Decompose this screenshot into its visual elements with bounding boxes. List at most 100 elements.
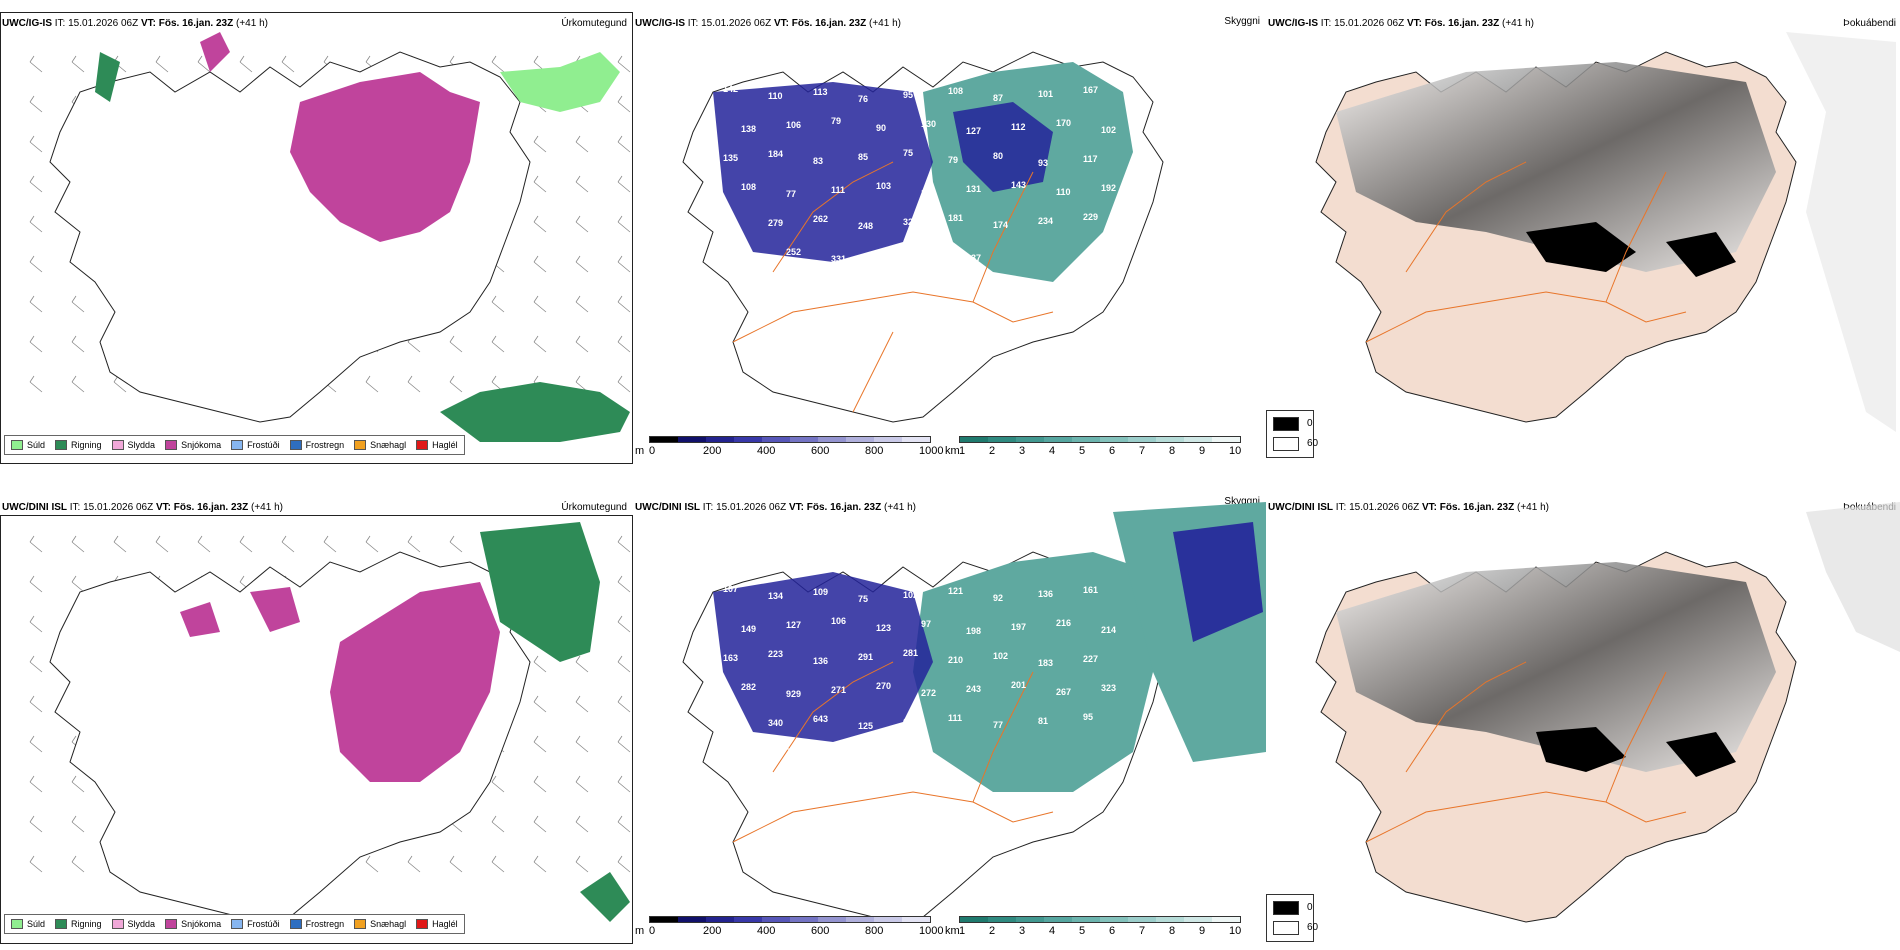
cloud-panel-top: UWC/IG-IS IT: 15.01.2026 06Z VT: Fös. 16… (633, 12, 1266, 464)
scale-colorbar (649, 436, 931, 443)
wind-barb (575, 295, 589, 313)
panel-title: UWC/IG-IS IT: 15.01.2026 06Z VT: Fös. 16… (1268, 18, 1534, 29)
wind-barb (281, 55, 295, 73)
cloud-base-value: 108 (741, 182, 756, 192)
legend-swatch (11, 440, 23, 450)
cloud-base-value: 229 (1083, 212, 1098, 222)
legend-label: Haglél (432, 440, 458, 450)
scale-tick: 5 (1079, 925, 1086, 937)
cloud-base-value: 262 (813, 214, 828, 224)
legend-label: Slydda (127, 440, 156, 450)
cloud-base-value: 80 (993, 151, 1003, 161)
cloud-base-value: 138 (741, 124, 756, 134)
cloud-base-value: 76 (858, 94, 868, 104)
scale-tick: 1000 (919, 445, 944, 457)
wind-barb (533, 695, 547, 713)
cloud-base-value: 106 (786, 120, 801, 130)
scale-tick: 7 (1139, 445, 1146, 457)
cloud-base-value: 142 (723, 84, 738, 94)
legend-label: Snjókoma (181, 919, 222, 929)
cloud-base-value: 331 (831, 254, 846, 264)
wind-barb (197, 535, 211, 553)
cloud-base-value: 77 (786, 747, 796, 757)
cloud-base-value: 227 (1083, 654, 1098, 664)
cloud-base-value: 291 (858, 652, 873, 662)
cloud-base-value: 79 (948, 155, 958, 165)
legend-label: Rigning (71, 440, 102, 450)
legend-item: Frostúði (231, 919, 280, 929)
legend-item: Snjókoma (165, 440, 221, 450)
wind-barb (239, 55, 253, 73)
legend-label: Snæhagl (370, 440, 407, 450)
wind-barb (617, 735, 631, 753)
legend-swatch (165, 919, 178, 929)
wind-barb (533, 815, 547, 833)
cloud-base-value: 92 (993, 593, 1003, 603)
fog-label-bottom: 60 (1307, 922, 1319, 933)
precip-legend: Súld Rigning Slydda Snjókoma Frostúði Frostre… (4, 435, 465, 455)
wind-barb (449, 855, 463, 873)
wind-barb (281, 535, 295, 553)
panel-title: UWC/IG-IS IT: 15.01.2026 06Z VT: Fös. 16… (2, 18, 268, 29)
fog-map (1315, 32, 1896, 432)
cloud-base-value: 83 (813, 156, 823, 166)
panel-title: UWC/DINI ISL IT: 15.01.2026 06Z VT: Fös.… (2, 502, 283, 513)
legend-item: Rigning (55, 919, 102, 929)
cloud-base-value: 85 (858, 152, 868, 162)
cloud-base-value: 102 (1101, 125, 1116, 135)
fog-swatch-dark (1273, 901, 1299, 915)
legend-swatch (111, 440, 124, 450)
cloud-base-value: 127 (966, 126, 981, 136)
cloud-base-value: 70 (741, 751, 751, 761)
legend-swatch (111, 919, 124, 929)
legend-swatch (289, 440, 302, 450)
cloud-base-value: 87 (993, 93, 1003, 103)
scale-tick: 2 (989, 445, 996, 457)
wind-barb (617, 775, 631, 793)
wind-barb (407, 375, 421, 393)
cloud-base-value: 210 (948, 655, 963, 665)
wind-barb (617, 575, 631, 593)
wind-barb (617, 695, 631, 713)
scale-tick: 600 (811, 445, 830, 457)
scale-tick: 200 (703, 925, 722, 937)
cloud-base-value: 223 (768, 649, 783, 659)
wind-barb (617, 855, 631, 873)
wind-barb (71, 375, 85, 393)
wind-barb (575, 215, 589, 233)
wind-barb (533, 295, 547, 313)
wind-barb (617, 335, 631, 353)
legend-item: Haglél (416, 919, 458, 929)
cloud-base-value: 929 (786, 689, 801, 699)
wind-barb (29, 335, 43, 353)
cloud-base-value: 103 (876, 181, 891, 191)
scale-tick: 400 (757, 925, 776, 937)
cloud-base-value: 79 (831, 116, 841, 126)
legend-label: Súld (27, 919, 46, 929)
wind-barb (533, 215, 547, 233)
cloud-base-value: 102 (993, 651, 1008, 661)
panel-type-label: Úrkomutegund (561, 18, 627, 29)
wind-barb (575, 335, 589, 353)
legend-swatch (231, 440, 244, 450)
cloud-base-value: 111 (948, 713, 962, 723)
wind-barb (449, 535, 463, 553)
wind-barb (617, 615, 631, 633)
legend-label: Snæhagl (370, 919, 407, 929)
cloud-base-value: 234 (1038, 216, 1053, 226)
wind-barb (575, 695, 589, 713)
wind-barb (71, 815, 85, 833)
wind-barb (71, 335, 85, 353)
scale-colorbar (959, 916, 1241, 923)
cloud-base-value: 248 (858, 221, 873, 231)
cloud-base-value: 183 (1038, 658, 1053, 668)
cloud-base-value: 163 (723, 653, 738, 663)
wind-barb (29, 695, 43, 713)
scale-tick: 200 (703, 445, 722, 457)
cloud-map: 107 134 109 75 102 121 92 136 161 149 127 106 123 97 1… (682, 502, 1266, 923)
cloud-base-value: 107 (723, 584, 738, 594)
scale-tick: 4 (1049, 925, 1056, 937)
cloud-base-value: 214 (1101, 625, 1116, 635)
legend-swatch (165, 440, 178, 450)
cloud-base-value: 95 (903, 90, 913, 100)
